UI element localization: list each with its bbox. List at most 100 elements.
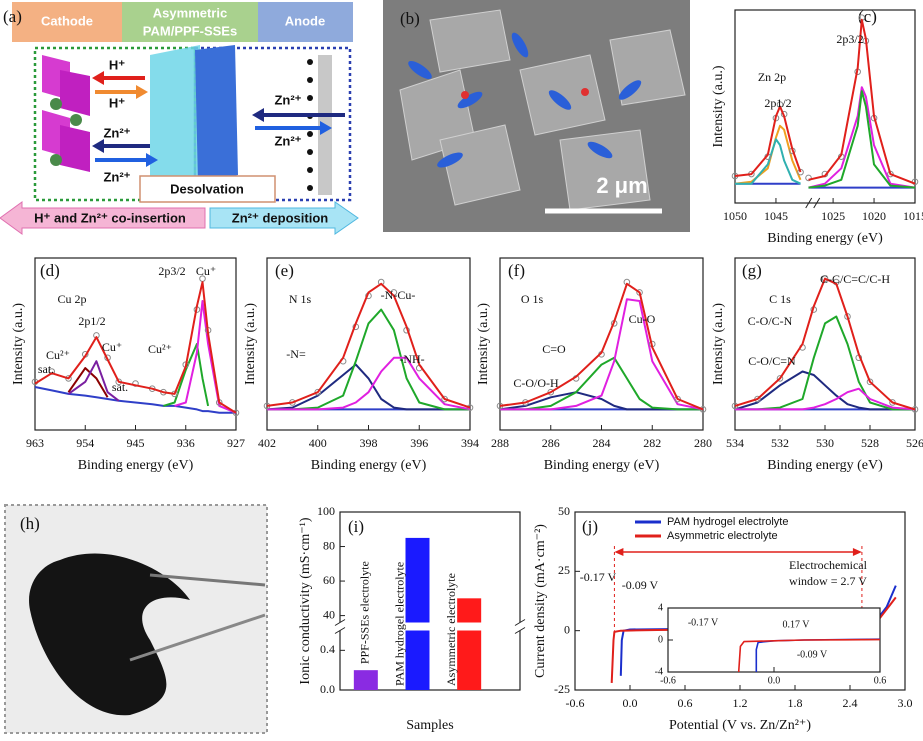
chart: -0.6 0.0 0.6 1.2 1.8 2.4 3.0 -25 0 25 50 Potential … bbox=[533, 504, 912, 733]
plot-frame bbox=[266, 257, 471, 431]
data-line bbox=[735, 387, 916, 411]
electrolyte-label: PAM/PPF-SSEs bbox=[143, 23, 237, 38]
x-tick-label: 284 bbox=[593, 436, 611, 450]
data-point bbox=[232, 409, 240, 417]
y-tick-label: 50 bbox=[558, 504, 570, 518]
legend-label: PAM hydrogel electrolyte bbox=[667, 516, 788, 528]
sem-overlay bbox=[581, 88, 589, 96]
panel-label: (b) bbox=[400, 9, 420, 28]
data-line bbox=[266, 282, 471, 409]
panel-label: (j) bbox=[582, 517, 598, 536]
panel-label: (f) bbox=[508, 261, 525, 280]
category-label: Asymmetric electrolyte bbox=[444, 573, 458, 686]
sem-overlay bbox=[408, 32, 642, 168]
chart: 1050 1045 1025 1020 1015 Binding energy (eV) I… bbox=[711, 7, 923, 246]
window-arrow bbox=[614, 548, 624, 556]
annotation: C-O/C-N bbox=[748, 314, 793, 328]
data-point bbox=[776, 375, 784, 382]
data-line bbox=[808, 86, 916, 189]
annotation: sat. bbox=[112, 380, 128, 394]
ion-label: H⁺ bbox=[109, 57, 125, 72]
y-axis-title: Intensity (a.u.) bbox=[711, 303, 726, 385]
data-line bbox=[500, 298, 704, 411]
x-tick-label: 1025 bbox=[821, 209, 845, 223]
x-tick-label: 282 bbox=[643, 436, 661, 450]
x-tick-label: 1.2 bbox=[733, 696, 748, 710]
ion-label: H⁺ bbox=[109, 95, 125, 110]
annotation: -N-Cu- bbox=[381, 288, 416, 302]
x-tick-label: 0.0 bbox=[623, 696, 638, 710]
annotation: C=O bbox=[542, 342, 566, 356]
data-line bbox=[735, 315, 915, 411]
data-line bbox=[734, 277, 916, 411]
cathode-crystal bbox=[42, 55, 90, 172]
x-axis-title: Binding energy (eV) bbox=[767, 231, 883, 246]
data-point bbox=[674, 395, 681, 403]
y-tick-label: 25 bbox=[558, 563, 570, 577]
cathode-label: Cathode bbox=[41, 13, 93, 28]
x-tick-label: 402 bbox=[258, 436, 276, 450]
annotation: C-O/O-H bbox=[513, 376, 559, 390]
bar bbox=[457, 598, 482, 690]
data-line bbox=[267, 308, 470, 411]
y-axis-title: Ionic conductivity (mS·cm⁻¹) bbox=[298, 517, 313, 684]
legend-label: Asymmetric electrolyte bbox=[667, 530, 778, 542]
bar bbox=[405, 537, 430, 690]
annotation: C-C/C=C/C-H bbox=[820, 272, 890, 286]
x-tick-label: 394 bbox=[461, 436, 479, 450]
x-axis-title: Binding energy (eV) bbox=[767, 458, 883, 473]
annotation: -N= bbox=[286, 347, 306, 361]
axis-break bbox=[334, 619, 346, 626]
sem-crystals bbox=[399, 9, 686, 211]
y-tick-label: 80 bbox=[323, 538, 335, 552]
left-arrow bbox=[0, 201, 206, 235]
y-axis-title: Intensity (a.u.) bbox=[243, 303, 258, 385]
y-tick-label: 0.4 bbox=[320, 642, 335, 656]
annotation: Cu²⁺ bbox=[46, 348, 70, 362]
ion-label: Zn²⁺ bbox=[274, 92, 301, 107]
x-tick-label: 3.0 bbox=[898, 696, 913, 710]
annotation: N 1s bbox=[289, 292, 312, 306]
axis-break bbox=[516, 622, 524, 631]
annotation: Cu 2p bbox=[57, 292, 86, 306]
plot-frame bbox=[339, 511, 521, 691]
data-line bbox=[174, 300, 237, 414]
data-line bbox=[735, 182, 915, 189]
data-point bbox=[699, 406, 707, 413]
chart: 288 286 284 282 280 Binding energy (eV) Intens… bbox=[476, 257, 712, 473]
ion-arrows bbox=[92, 71, 345, 167]
data-line bbox=[737, 638, 881, 673]
plot-frame bbox=[34, 257, 237, 431]
axis-break bbox=[514, 627, 526, 634]
x-tick-label: 0.6 bbox=[874, 675, 887, 686]
annotation: 2p3/2 bbox=[158, 264, 185, 278]
y-tick-label: 4 bbox=[658, 602, 663, 613]
annotation: -0.09 V bbox=[797, 649, 828, 660]
annotation: Cu-O bbox=[629, 312, 656, 326]
x-tick-label: 398 bbox=[360, 436, 378, 450]
x-tick-label: 1015 bbox=[903, 209, 923, 223]
panel-label: (h) bbox=[20, 514, 40, 533]
scale-bar-label: 2 μm bbox=[596, 173, 647, 198]
left-arrow-label: H⁺ and Zn²⁺ co-insertion bbox=[34, 210, 186, 225]
annotation: -NH- bbox=[399, 352, 424, 366]
panel-h: (h) bbox=[4, 504, 268, 734]
annotation: 2p1/2 bbox=[78, 314, 105, 328]
plot-frame bbox=[734, 257, 916, 431]
x-tick-label: 936 bbox=[177, 436, 195, 450]
annotation: -0.17 V bbox=[580, 570, 617, 584]
inset: -0.6 0.0 0.6 -4 0 4 -0.17 V 0.17 V -0.09 V bbox=[655, 602, 887, 686]
panel-b: 2 μm (b) bbox=[383, 0, 690, 232]
electrolyte-box bbox=[122, 2, 258, 42]
flexible-film bbox=[29, 553, 190, 716]
data-point bbox=[805, 174, 812, 182]
chart: 402 400 398 396 394 Binding energy (eV) Intens… bbox=[243, 257, 479, 473]
y-tick-label: 0 bbox=[658, 634, 663, 645]
x-tick-label: 2.4 bbox=[843, 696, 858, 710]
y-axis-title: Current density (mA·cm⁻²) bbox=[533, 524, 548, 678]
data-line bbox=[735, 138, 801, 185]
x-axis-title: Binding energy (eV) bbox=[311, 458, 427, 473]
anode-label: Anode bbox=[285, 13, 325, 28]
panel-label: (e) bbox=[275, 261, 294, 280]
chart: 963 954 945 936 927 Binding energy (eV) Intens… bbox=[11, 257, 245, 473]
